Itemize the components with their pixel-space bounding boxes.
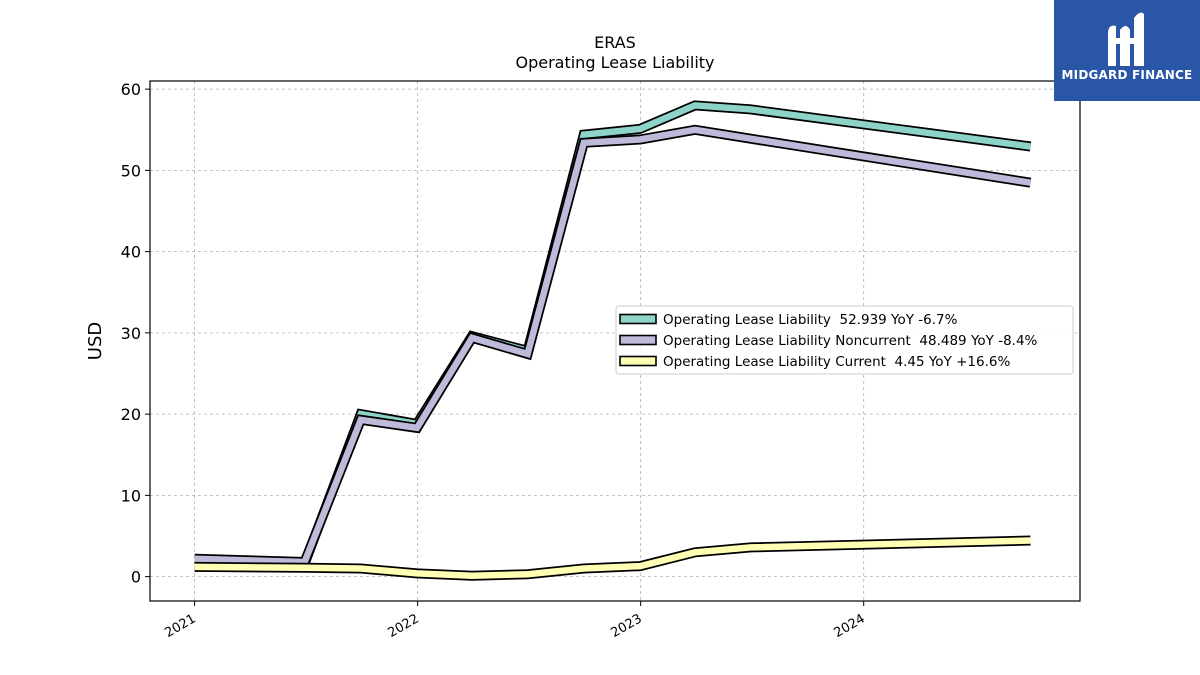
series-layer	[194, 100, 1032, 581]
series-line	[194, 126, 1032, 566]
y-axis-label: USD	[85, 322, 106, 360]
chart-subtitle: Operating Lease Liability	[515, 53, 714, 72]
legend-label: Operating Lease Liability 52.939 YoY -6.…	[663, 312, 958, 328]
x-tick-label: 2021	[162, 611, 198, 641]
brand-logo: MIDGARD FINANCE	[1054, 0, 1200, 101]
y-tick-label: 0	[131, 568, 141, 587]
y-tick-label: 60	[121, 80, 141, 99]
legend-swatch	[619, 313, 657, 325]
y-tick-label: 40	[121, 243, 141, 262]
legend-label: Operating Lease Liability Noncurrent 48.…	[663, 333, 1038, 349]
brand-mark-icon	[1108, 12, 1144, 67]
legend-label: Operating Lease Liability Current 4.45 Y…	[663, 354, 1010, 370]
legend-box	[615, 305, 1074, 375]
x-ticks: 2021 2022 2023 2024	[162, 601, 868, 641]
brand-name: MIDGARD FINANCE	[1061, 68, 1193, 82]
x-tick-label: 2022	[385, 611, 421, 641]
y-tick-label: 20	[121, 405, 141, 424]
series-line	[194, 537, 1031, 580]
x-tick-label: 2024	[832, 611, 868, 641]
legend-swatch	[619, 355, 657, 367]
y-tick-label: 10	[121, 486, 141, 505]
plot-frame	[149, 80, 1081, 602]
y-tick-label: 50	[121, 161, 141, 180]
y-tick-label: 30	[121, 324, 141, 343]
legend-swatch	[619, 334, 657, 346]
legend: Operating Lease Liability 52.939 YoY -6.…	[615, 305, 1074, 375]
x-tick-label: 2023	[609, 611, 645, 641]
chart-title: ERAS	[594, 33, 636, 52]
y-ticks: 0 10 20 30 40 50 60	[121, 80, 150, 587]
